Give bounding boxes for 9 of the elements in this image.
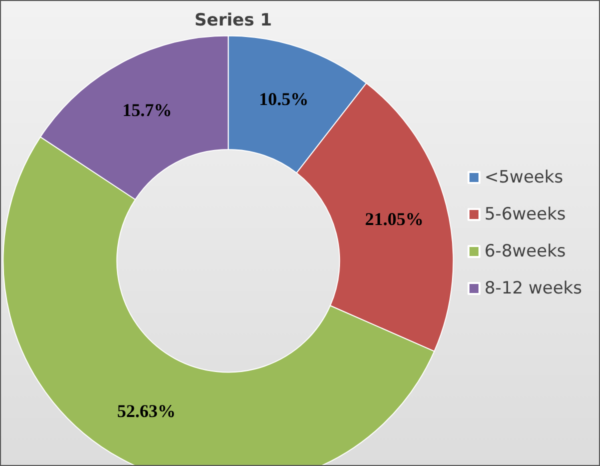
legend-label: <5weeks (484, 168, 564, 188)
data-label: 15.7% (122, 100, 172, 120)
legend-label: 6-8weeks (484, 242, 566, 262)
data-label: 21.05% (364, 208, 424, 229)
legend-label: 5-6weeks (484, 204, 566, 224)
data-label: 52.63% (117, 401, 176, 422)
legend-label: 8-12 weeks (484, 278, 582, 298)
data-label: 10.5% (259, 88, 309, 109)
chart-title: Series 1 (194, 10, 272, 30)
